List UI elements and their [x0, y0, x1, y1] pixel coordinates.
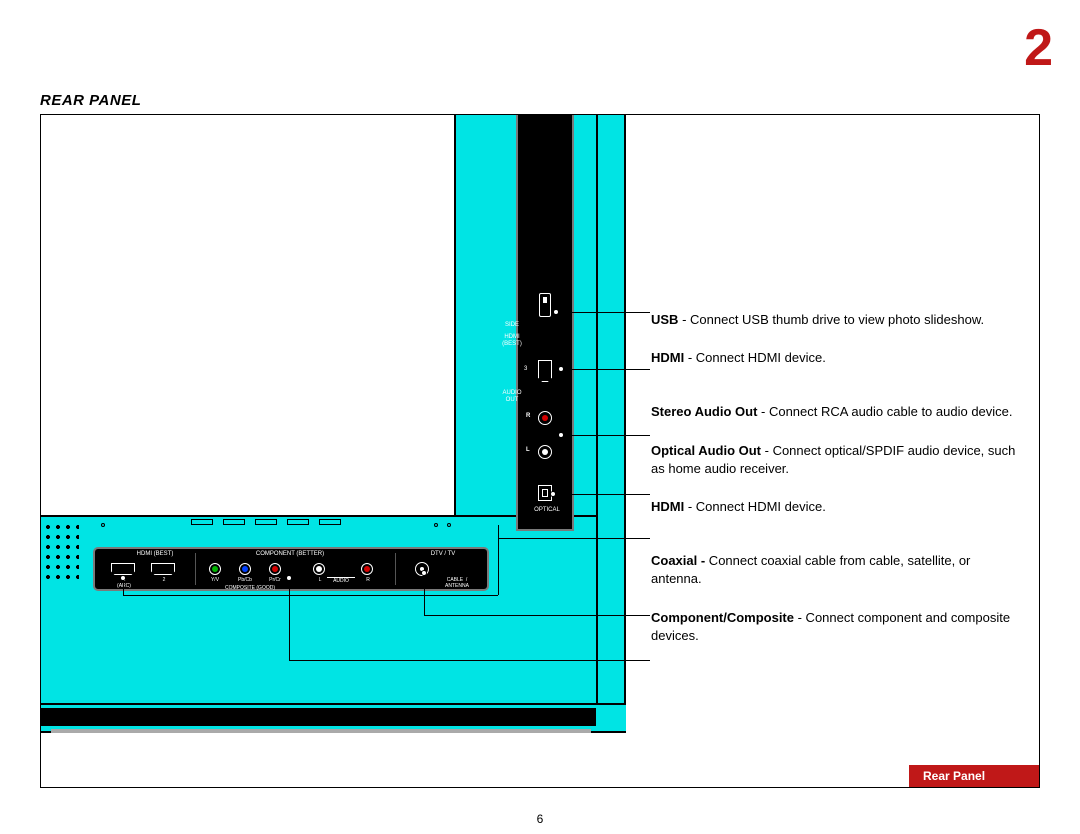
optical-port — [518, 485, 572, 501]
page-number: 6 — [0, 812, 1080, 826]
leader-dot — [558, 432, 564, 438]
leader-dot — [286, 575, 292, 581]
yv-label: Y/V — [200, 577, 230, 583]
caption-usb: USB - Connect USB thumb drive to view ph… — [651, 311, 1021, 329]
audio-r-label: R — [353, 577, 383, 583]
tv-body-horizontal — [41, 515, 624, 705]
leader-coax-h — [424, 615, 650, 616]
bottom-port-panel: HDMI (BEST) 1 (ARC) 2 COMPONENT (BETTER)… — [93, 547, 489, 591]
leader-dot — [553, 309, 559, 315]
chapter-number: 2 — [1024, 18, 1052, 78]
leader-dot — [550, 491, 556, 497]
rca-red-icon — [538, 411, 552, 425]
rca-r-port: R — [518, 411, 572, 425]
usb-icon — [539, 293, 551, 317]
hdmi2-label: 2 — [149, 577, 179, 583]
leader-hdmi-bottom-h2 — [498, 538, 650, 539]
usb-port — [518, 293, 572, 317]
component-y-port — [209, 563, 221, 575]
component-pr-port — [269, 563, 281, 575]
leader-dot — [421, 570, 427, 576]
hdmi-side-port: 3 — [518, 360, 572, 382]
hdmi-group-label: HDMI (BEST) — [115, 551, 195, 557]
side-label: SIDE — [502, 322, 522, 329]
leader-optical — [553, 494, 650, 495]
leader-stereo — [561, 435, 650, 436]
hdmi-icon — [538, 360, 552, 382]
optical-label: OPTICAL — [526, 507, 568, 514]
leader-comp-h — [289, 660, 650, 661]
audio-r-port — [361, 563, 373, 575]
section-title: REAR PANEL — [40, 92, 141, 109]
leader-hdmi-bottom-h1 — [123, 595, 498, 596]
leader-coax-v — [424, 575, 425, 615]
caption-optical: Optical Audio Out - Connect optical/SPDI… — [651, 442, 1021, 478]
composite-label: COMPOSITE (GOOD) — [210, 585, 290, 591]
caption-hdmi: HDMI - Connect HDMI device. — [651, 349, 1021, 367]
rca-white-icon — [538, 445, 552, 459]
component-pb-port — [239, 563, 251, 575]
component-group-label: COMPONENT (BETTER) — [230, 551, 350, 557]
stand-shadow — [51, 729, 591, 733]
audio-l-port — [313, 563, 325, 575]
leader-dot — [558, 366, 564, 372]
audio-out-label: AUDIO OUT — [500, 390, 524, 403]
side-port-panel: SIDE HDMI (BEST) 3 AUDIO OUT R L OPTICAL — [516, 115, 574, 531]
caption-column: USB - Connect USB thumb drive to view ph… — [651, 311, 1021, 665]
cable-label: CABLE / ANTENNA — [435, 577, 479, 589]
screw — [434, 523, 438, 527]
tv-edge-vertical — [596, 115, 626, 733]
leader-hdmi-bottom-v — [123, 580, 124, 595]
leader-usb — [556, 312, 650, 313]
leader-dot — [120, 575, 126, 581]
dtv-group-label: DTV / TV — [413, 551, 473, 557]
vent-pattern — [41, 520, 79, 584]
caption-stereo: Stereo Audio Out - Connect RCA audio cab… — [651, 403, 1021, 421]
screw — [447, 523, 451, 527]
hdmi1-port — [111, 563, 135, 575]
leader-comp-v — [289, 580, 290, 660]
caption-component: Component/Composite - Connect component … — [651, 609, 1021, 645]
hdmi-best-label: HDMI (BEST) — [500, 334, 524, 347]
cooling-slots — [191, 519, 341, 525]
rca-l-port: L — [518, 445, 572, 459]
leader-hdmi-bottom-v2 — [498, 525, 499, 595]
leader-hdmi — [561, 369, 650, 370]
screw — [101, 523, 105, 527]
caption-hdmi2: HDMI - Connect HDMI device. — [651, 498, 1021, 516]
audio-label: AUDIO — [327, 577, 355, 584]
diagram-stage: SIDE HDMI (BEST) 3 AUDIO OUT R L OPTICAL… — [41, 115, 1039, 787]
caption-coax: Coaxial - Connect coaxial cable from cab… — [651, 552, 1021, 588]
pbcb-label: Pb/Cb — [230, 577, 260, 583]
diagram-frame: SIDE HDMI (BEST) 3 AUDIO OUT R L OPTICAL… — [40, 114, 1040, 788]
footer-badge: Rear Panel — [909, 765, 1039, 787]
hdmi2-port — [151, 563, 175, 575]
stand-bar — [41, 708, 596, 726]
